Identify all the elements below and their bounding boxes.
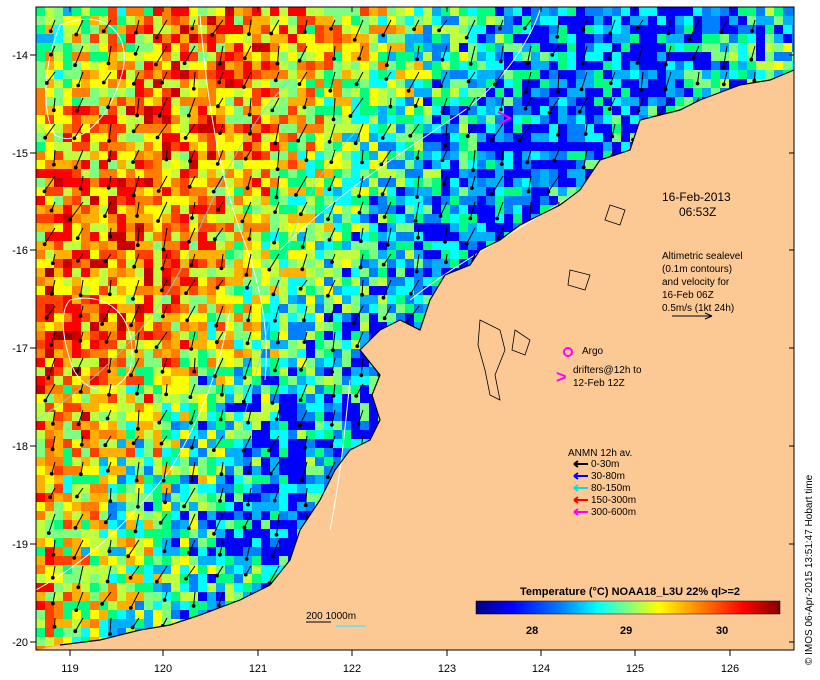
y-tick-label: -14 [12, 50, 28, 62]
y-tick-label: -16 [12, 245, 28, 257]
anmn-legend-label: 30-80m [591, 471, 625, 482]
drifters-legend: > drifters@12h to 12-Feb 12Z [556, 365, 642, 389]
x-tick-label: 121 [249, 663, 267, 675]
y-tick-label: -18 [12, 441, 28, 453]
credit-text: © IMOS 06-Apr-2015 13:51:47 Hobart time [804, 474, 815, 665]
x-tick-label: 126 [721, 663, 739, 675]
depth-contours [36, 79, 381, 431]
anmn-legend-label: 0-30m [591, 459, 619, 470]
anmn-legend-label: 80-150m [591, 483, 630, 494]
y-tick-label: -17 [12, 343, 28, 355]
x-tick-label: 124 [532, 663, 550, 675]
x-tick-label: 125 [626, 663, 644, 675]
timestamp-time: 06:53Z [679, 205, 716, 219]
y-tick-label: -20 [12, 637, 28, 649]
colorbar-tick: 28 [526, 625, 538, 637]
y-tick-label: -15 [12, 148, 28, 160]
depth-legend: 200 1000m [306, 611, 366, 627]
x-tick-label: 120 [154, 663, 172, 675]
colorbar: Temperature (°C) NOAA18_L3U 22% ql>=2 28… [475, 586, 781, 637]
anmn-legend-label: 300-600m [591, 507, 636, 518]
colorbar-tick: 29 [620, 625, 632, 637]
anmn-legend-label: 150-300m [591, 495, 636, 506]
x-tick-label: 123 [438, 663, 456, 675]
islands [477, 204, 626, 401]
plot-frame [35, 6, 795, 651]
drifter-track-icon [497, 111, 513, 125]
y-tick-label: -19 [12, 539, 28, 551]
x-tick-label: 122 [343, 663, 361, 675]
argo-legend: Argo [563, 346, 604, 357]
anmn-legend: ANMN 12h av. 0-30m30-80m80-150m150-300m3… [568, 448, 636, 518]
colorbar-gradient [475, 600, 781, 615]
x-tick-label: 119 [61, 663, 79, 675]
x-axis: 119 120 121 122 123 124 125 126 [61, 7, 739, 675]
colorbar-tick: 30 [716, 625, 728, 637]
drifter-marker-icon: > [556, 367, 567, 387]
timestamp-date: 16-Feb-2013 [662, 190, 731, 204]
argo-marker-icon [563, 347, 573, 357]
coastline [59, 69, 794, 646]
y-axis: -14 -15 -16 -17 -18 -19 -20 [12, 50, 794, 649]
sealevel-note: Altimetric sealevel (0.1m contours) and … [662, 251, 743, 320]
